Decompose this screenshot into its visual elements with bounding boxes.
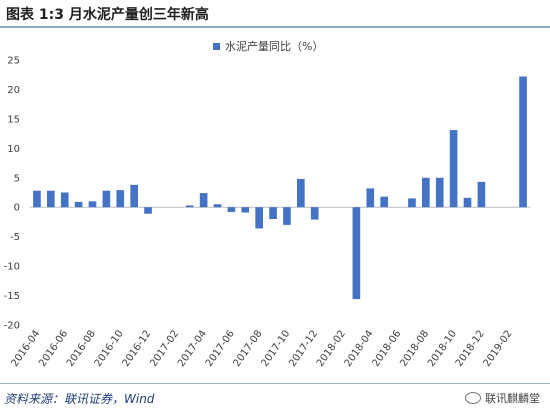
- y-tick-label: 5: [14, 173, 20, 184]
- wechat-icon: [465, 392, 481, 404]
- bar: [185, 205, 194, 208]
- y-tick-label: 10: [7, 144, 20, 155]
- source-note: 资料来源：联讯证券，Wind: [4, 392, 155, 406]
- bar: [116, 190, 125, 208]
- footer-rule: [0, 383, 550, 384]
- y-tick-label: -15: [4, 291, 20, 302]
- bar: [297, 178, 305, 208]
- bar: [241, 207, 250, 213]
- bar: [33, 190, 41, 208]
- bar: [366, 188, 375, 208]
- legend-swatch: [213, 42, 220, 50]
- bar: [60, 192, 69, 208]
- x-tick-label: 2019-02: [482, 328, 515, 369]
- bar: [227, 207, 236, 212]
- watermark-label: 联讯麒麟堂: [485, 392, 540, 405]
- bar: [255, 207, 263, 229]
- bar: [283, 207, 291, 225]
- bar: [310, 207, 319, 220]
- y-tick-label: 0: [14, 203, 20, 214]
- bar: [130, 184, 138, 208]
- title-rule: [0, 26, 550, 28]
- bar: [435, 177, 444, 208]
- bar: [74, 201, 83, 208]
- bar: [380, 196, 388, 208]
- bar: [47, 190, 55, 208]
- chart-title: 图表 1:3 月水泥产量创三年新高: [6, 7, 209, 23]
- bar: [422, 177, 430, 208]
- bar: [519, 76, 527, 208]
- bar: [144, 207, 152, 214]
- bar: [199, 193, 208, 208]
- y-tick-label: 25: [7, 56, 20, 67]
- bar: [477, 181, 486, 208]
- y-tick-label: -5: [10, 232, 20, 243]
- bar: [269, 207, 277, 219]
- watermark: 联讯麒麟堂: [465, 390, 540, 406]
- y-tick-label: -10: [4, 262, 20, 273]
- bar: [102, 190, 111, 208]
- y-tick-label: 20: [7, 85, 20, 96]
- legend-label: 水泥产量同比（%）: [225, 40, 324, 53]
- bar: [88, 201, 97, 208]
- bar: [408, 198, 416, 208]
- bar: [352, 207, 361, 300]
- y-tick-label: -20: [4, 321, 20, 332]
- bar: [213, 204, 222, 208]
- bar: [463, 197, 472, 208]
- y-tick-label: 15: [7, 114, 20, 125]
- bar: [449, 130, 458, 208]
- legend: 水泥产量同比（%）: [213, 38, 323, 54]
